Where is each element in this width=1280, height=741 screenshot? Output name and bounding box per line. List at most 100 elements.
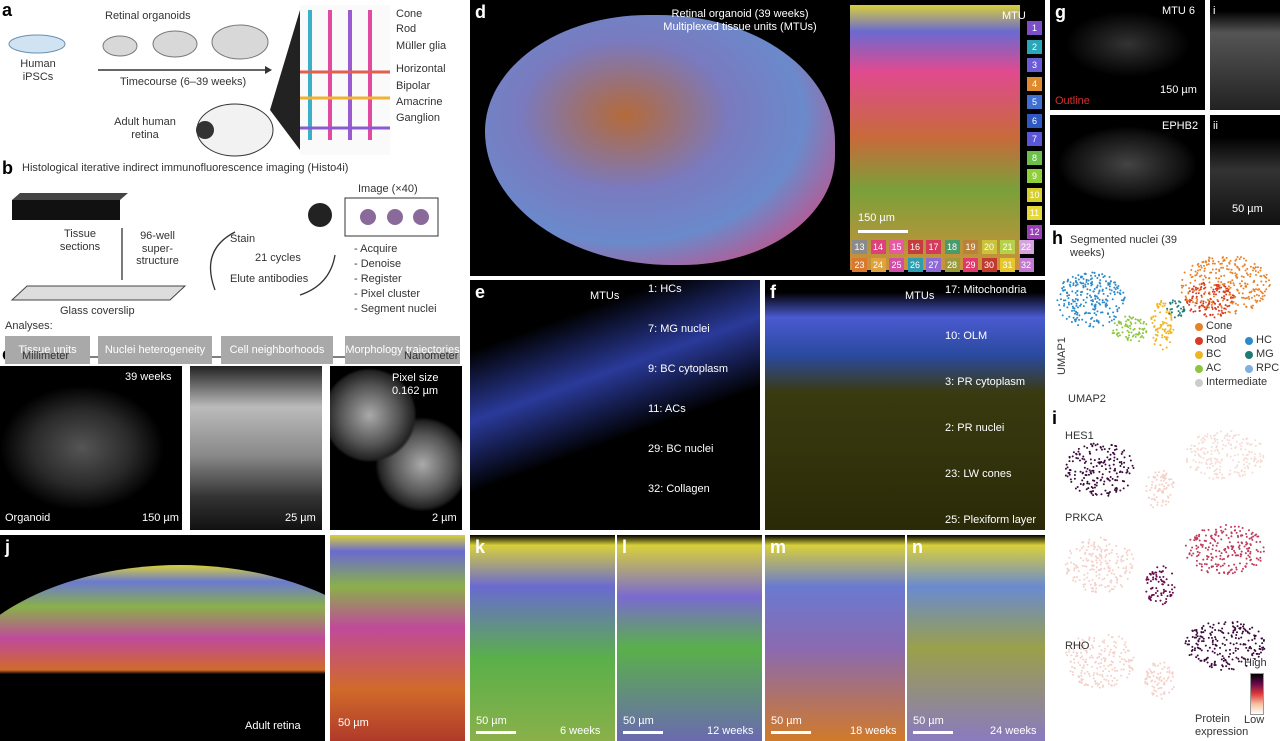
cell-dot (1099, 653, 1102, 656)
cell-dot (1171, 588, 1174, 591)
mtu-swatch: 32 (1018, 258, 1034, 272)
cell-dot (1216, 438, 1219, 441)
cell-dot (1066, 475, 1069, 478)
cell-dot (1095, 561, 1098, 564)
cell-dot (1096, 277, 1099, 280)
cell-dot (1104, 463, 1107, 466)
cell-dot (1200, 649, 1203, 652)
cell-dot (1161, 336, 1164, 339)
cell-dot (1242, 287, 1245, 290)
cell-dot (1113, 331, 1116, 334)
cell-dot (1244, 285, 1247, 288)
cell-dot (1224, 444, 1227, 447)
cell-dot (1162, 591, 1165, 594)
cell-dot (1265, 273, 1268, 276)
cell-dot (1122, 487, 1125, 490)
cell-dot (1165, 311, 1168, 314)
panel-letter: l (622, 537, 628, 557)
cell-dot (1236, 256, 1239, 259)
label: MTUs (905, 290, 935, 302)
cell-dot (1245, 664, 1248, 667)
cell-dot (1248, 462, 1251, 465)
cell-dot (1089, 647, 1092, 650)
cell-dot (1167, 332, 1170, 335)
cell-dot (1257, 630, 1260, 633)
cell-dot (1068, 294, 1071, 297)
cell-dot (1118, 655, 1121, 658)
cell-dot (1246, 273, 1249, 276)
organoid-image (485, 15, 835, 265)
panel-g-zoom: ii 50 µm (1210, 115, 1280, 225)
cell-dot (1255, 293, 1258, 296)
cell-dot (1088, 674, 1091, 677)
cell-dot (1198, 435, 1201, 438)
cell-dot (1108, 285, 1111, 288)
cell-dot (1244, 643, 1247, 646)
cell-dot (1088, 482, 1091, 485)
cell-dot (1113, 644, 1116, 647)
cell-dot (1216, 287, 1219, 290)
cell-dot (1214, 638, 1217, 641)
cell-dot (1089, 553, 1092, 556)
cell-dot (1247, 295, 1250, 298)
cell-dot (1224, 659, 1227, 662)
cell-dot (1082, 583, 1085, 586)
cell-dot (1082, 559, 1085, 562)
cell-dot (1086, 559, 1089, 562)
cell-dot (1259, 275, 1262, 278)
cell-dot (1223, 258, 1226, 261)
cell-dot (1160, 693, 1163, 696)
cell-dot (1254, 269, 1257, 272)
cell-dot (1074, 487, 1077, 490)
cell-dot (1222, 312, 1225, 315)
cell-dot (1154, 315, 1157, 318)
cell-dot (1219, 461, 1222, 464)
cell-dot (1237, 657, 1240, 660)
mtu-swatch: 2 (1027, 39, 1042, 54)
cell-dot (1145, 330, 1148, 333)
cell-dot (1155, 478, 1158, 481)
cell-dot (1229, 286, 1232, 289)
cell-dot (1092, 325, 1095, 328)
cell-dot (1202, 300, 1205, 303)
cell-dot (1163, 692, 1166, 695)
cell-dot (1161, 667, 1164, 670)
cell-dot (1184, 640, 1187, 643)
cell-dot (1071, 275, 1074, 278)
cell-dot (1089, 282, 1092, 285)
label: Retinal organoids (105, 10, 191, 22)
cell-dot (1241, 527, 1244, 530)
cell-dot (1094, 483, 1097, 486)
cell-dot (1253, 267, 1256, 270)
cell-dot (1089, 322, 1092, 325)
legend-label: MG (1256, 348, 1274, 360)
cell-dot (1201, 543, 1204, 546)
cell-dot (1155, 694, 1158, 697)
cell-dot (1056, 299, 1059, 302)
cell-dot (1220, 658, 1223, 661)
cell-dot (1268, 283, 1271, 286)
cell-dot (1234, 636, 1237, 639)
cell-dot (1079, 303, 1082, 306)
panel-letter: h (1052, 228, 1063, 248)
cell-dot (1228, 571, 1231, 574)
cell-dot (1235, 568, 1238, 571)
cell-dot (1073, 576, 1076, 579)
cell-dot (1236, 265, 1239, 268)
cell-dot (1229, 472, 1232, 475)
cell-dot (1233, 470, 1236, 473)
cell-dot (1227, 289, 1230, 292)
cell-dot (1165, 317, 1168, 320)
label: Image (×40) (358, 183, 418, 195)
cell-dot (1249, 275, 1252, 278)
cell-dot (1093, 486, 1096, 489)
cell-dot (1113, 573, 1116, 576)
cell-dot (1221, 665, 1224, 668)
cell-dot (1211, 257, 1214, 260)
cell-dot (1092, 568, 1095, 571)
cell-dot (1091, 578, 1094, 581)
cell-dot (1120, 658, 1123, 661)
cell-dot (1075, 318, 1078, 321)
label: 24 weeks (990, 725, 1037, 737)
cell-dot (1077, 274, 1080, 277)
